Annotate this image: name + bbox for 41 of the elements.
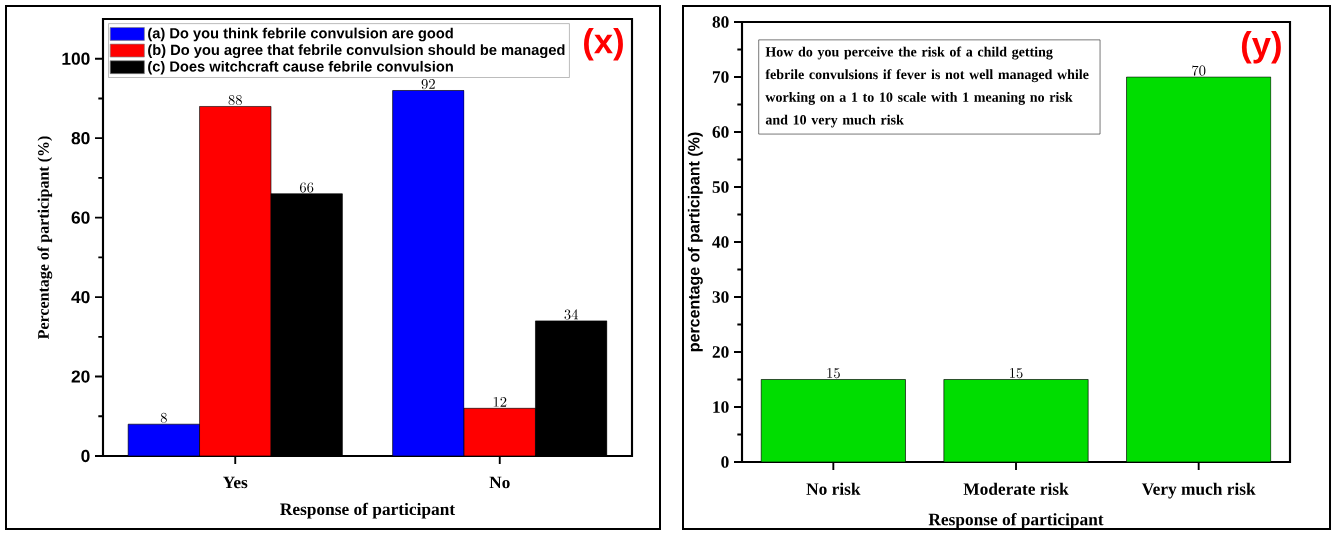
x-tick-label: Yes xyxy=(223,476,248,489)
annotation: How do you perceive the risk of a child getting febrile convulsions if fever is not well managed while working on a 1 to 10 scale with 1 meaning no risk and 10 very much risk xyxy=(765,46,1089,128)
annotation: (y) xyxy=(1241,30,1281,64)
y-tick-label: 0 xyxy=(81,449,90,462)
annotation: (x) xyxy=(584,27,623,61)
x-axis-title: Response of participant xyxy=(280,502,456,519)
data-label: 66 xyxy=(299,182,314,193)
y-tick-label: 80 xyxy=(712,16,729,28)
y-tick-label: 100 xyxy=(62,52,90,65)
y-tick-label: 70 xyxy=(712,71,729,83)
y-tick-label: 20 xyxy=(712,346,729,358)
data-label: 12 xyxy=(493,396,507,407)
x-tick-label: Very much risk xyxy=(1141,482,1256,499)
data-label: 15 xyxy=(827,367,840,378)
y-tick-label: 40 xyxy=(712,236,729,248)
y-axis-title: Percentage of participant (%) xyxy=(37,136,53,339)
data-label: 88 xyxy=(228,94,242,105)
y-tick-label: 0 xyxy=(721,456,729,468)
data-label: 70 xyxy=(1192,65,1206,76)
x-tick-label: Moderate risk xyxy=(963,482,1069,495)
legend-label: (b) Do you agree that febrile convulsion should be managed xyxy=(148,44,565,58)
x-axis-title: Response of participant xyxy=(928,512,1104,529)
data-label: 34 xyxy=(564,309,579,320)
legend-label: (a) Do you think febrile convulsion are good xyxy=(148,27,453,42)
bar xyxy=(199,105,272,456)
data-label: 8 xyxy=(160,412,167,423)
bar xyxy=(463,407,536,456)
y-tick-label: 60 xyxy=(71,211,90,224)
y-axis-title: percentage of participant (%) xyxy=(687,132,703,352)
legend-label: (c) Does witchcraft cause febrile convulsion xyxy=(148,60,453,75)
y-tick-label: 10 xyxy=(713,401,729,413)
y-tick-label: 40 xyxy=(71,290,90,304)
y-tick-label: 20 xyxy=(71,370,90,383)
y-tick-label: 80 xyxy=(71,131,90,145)
x-tick-label: No risk xyxy=(806,482,861,495)
data-label: 92 xyxy=(421,78,435,90)
y-tick-label: 30 xyxy=(712,291,729,303)
x-tick-label: No xyxy=(489,476,510,489)
y-tick-label: 50 xyxy=(712,181,729,193)
y-tick-label: 60 xyxy=(712,126,729,138)
data-label: 15 xyxy=(1010,367,1023,378)
